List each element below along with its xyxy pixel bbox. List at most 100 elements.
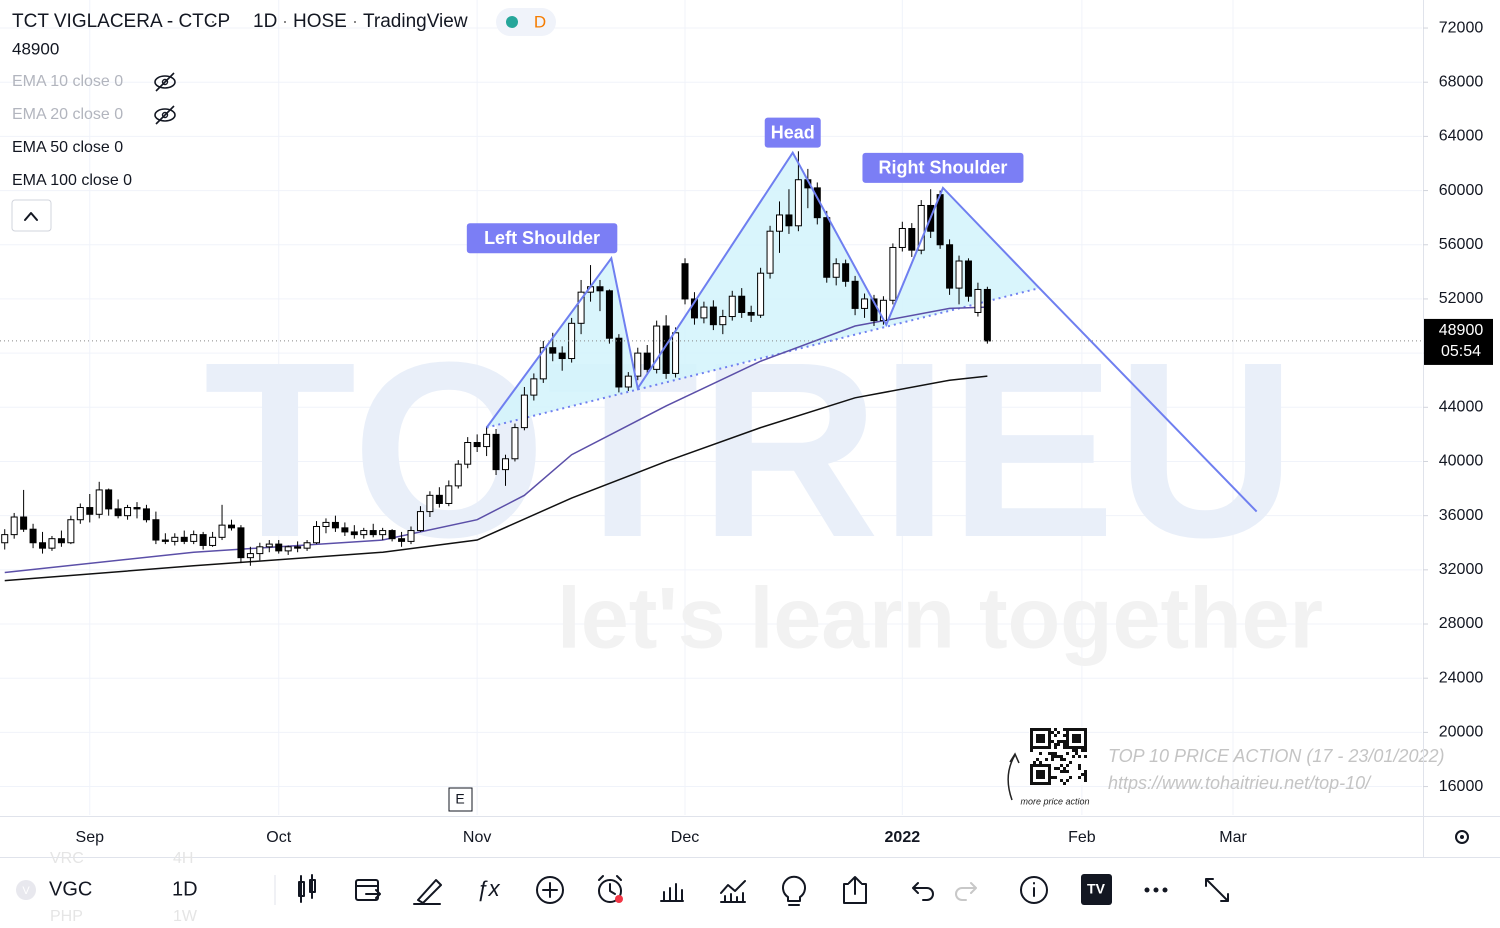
qr-cell bbox=[1066, 740, 1069, 743]
candle-body bbox=[577, 291, 585, 324]
candle-body bbox=[407, 530, 415, 542]
qr-cell bbox=[1078, 764, 1081, 767]
tv-logo-mark: TV bbox=[1087, 881, 1106, 897]
candle-body bbox=[653, 325, 661, 370]
candle-body bbox=[294, 546, 302, 549]
y-tick-label: 44000 bbox=[1439, 399, 1484, 416]
chart-icon[interactable] bbox=[720, 880, 746, 903]
sep-dot: · bbox=[210, 11, 216, 31]
candle-body bbox=[142, 508, 150, 521]
settings[interactable] bbox=[1455, 830, 1469, 844]
candle-body bbox=[218, 524, 226, 538]
y-tick-label: 20000 bbox=[1439, 724, 1484, 741]
qr-cell bbox=[1039, 728, 1042, 731]
qr-cell bbox=[1030, 746, 1033, 749]
next-interval: 1W bbox=[173, 908, 198, 923]
sep-dot: · bbox=[352, 11, 358, 31]
candle-body bbox=[889, 246, 897, 301]
qr-cell bbox=[1066, 743, 1069, 746]
settings-icon[interactable] bbox=[1455, 830, 1469, 844]
candle-body bbox=[454, 463, 462, 487]
indicator-name: EMA 20 close 0 bbox=[12, 106, 123, 123]
qr-cell bbox=[1051, 776, 1054, 779]
candle-body bbox=[832, 263, 840, 278]
more-icon[interactable] bbox=[1144, 887, 1168, 893]
indicators-icon[interactable]: ƒx bbox=[476, 876, 500, 901]
promo-title: TOP 10 PRICE ACTION (17 - 23/01/2022) bbox=[1108, 746, 1444, 766]
candle-body bbox=[558, 352, 566, 360]
candle-body bbox=[728, 295, 736, 318]
candle-body bbox=[67, 519, 75, 544]
candle-body bbox=[700, 306, 708, 319]
tv-logo[interactable] bbox=[1081, 874, 1112, 905]
pattern-label: Left Shoulder bbox=[484, 228, 600, 248]
candle-body bbox=[719, 316, 727, 326]
qr-cell bbox=[1039, 782, 1042, 785]
share-icon[interactable] bbox=[843, 876, 867, 904]
compare-icon[interactable] bbox=[355, 879, 381, 901]
candle-body bbox=[851, 280, 859, 309]
price-tag-value: 48900 bbox=[1439, 322, 1484, 339]
info-icon[interactable] bbox=[1020, 876, 1048, 904]
qr-cell bbox=[1078, 755, 1081, 758]
qr-cell bbox=[1063, 770, 1066, 773]
candle-body bbox=[76, 507, 84, 521]
draw-icon[interactable] bbox=[413, 879, 442, 905]
candle-body bbox=[426, 494, 434, 513]
earnings-box[interactable] bbox=[448, 787, 473, 812]
qr-cell bbox=[1039, 746, 1042, 749]
candle-body bbox=[171, 536, 179, 542]
alert-icon[interactable] bbox=[598, 875, 622, 903]
qr-cell bbox=[1060, 740, 1063, 743]
status-pill[interactable] bbox=[496, 8, 556, 36]
qr-cell bbox=[1030, 767, 1033, 770]
x-tick-label: Oct bbox=[266, 829, 291, 846]
qr-cell bbox=[1051, 755, 1054, 758]
candles-icon[interactable] bbox=[298, 874, 316, 903]
hidden-eye[interactable] bbox=[154, 75, 176, 89]
redo-icon[interactable] bbox=[955, 882, 977, 901]
qr-cell bbox=[1084, 731, 1087, 734]
candle-body bbox=[227, 524, 235, 529]
qr-cell bbox=[1060, 764, 1063, 767]
undo-icon[interactable] bbox=[912, 882, 934, 901]
qr-cell bbox=[1063, 728, 1066, 731]
y-tick-label: 40000 bbox=[1439, 453, 1484, 470]
bottom-toolbar: VRC 4H PHP 1W V VGC 1D ƒx TV bbox=[16, 850, 1229, 925]
qr-cell bbox=[1060, 779, 1063, 782]
qr-cell bbox=[1084, 734, 1087, 737]
candle-body bbox=[766, 230, 774, 274]
hidden-eye[interactable] bbox=[154, 108, 176, 122]
ideas-icon[interactable] bbox=[782, 875, 806, 906]
qr-cell bbox=[1084, 746, 1087, 749]
candle-body bbox=[511, 427, 519, 460]
qr-cell bbox=[1066, 731, 1069, 734]
collapse-button[interactable] bbox=[11, 199, 52, 232]
qr-cell bbox=[1066, 734, 1069, 737]
candle-body bbox=[898, 228, 906, 248]
earnings-marker[interactable]: E bbox=[455, 791, 464, 807]
qr-cell bbox=[1054, 752, 1057, 755]
fullscreen-icon[interactable] bbox=[1205, 878, 1229, 902]
qr-cell bbox=[1054, 767, 1057, 770]
qr-cell bbox=[1057, 755, 1060, 758]
add-icon[interactable] bbox=[536, 876, 564, 904]
x-tick-label: 2022 bbox=[885, 829, 921, 846]
bars-icon[interactable] bbox=[660, 883, 684, 902]
candle-body bbox=[1, 534, 9, 544]
qr-cell bbox=[1042, 734, 1045, 737]
toolbar-interval[interactable]: 1D bbox=[172, 878, 198, 900]
candle-body bbox=[643, 352, 651, 370]
qr-cell bbox=[1036, 776, 1039, 779]
qr-cell bbox=[1036, 734, 1039, 737]
candle-body bbox=[549, 347, 557, 354]
qr-cell bbox=[1081, 749, 1084, 752]
qr-cell bbox=[1045, 782, 1048, 785]
hidden-eye-pupil bbox=[161, 78, 169, 86]
qr-cell bbox=[1036, 758, 1039, 761]
y-tick-label: 68000 bbox=[1439, 73, 1484, 90]
candle-body bbox=[284, 546, 292, 552]
toolbar-symbol[interactable]: VGC bbox=[49, 878, 92, 900]
qr-cell bbox=[1066, 752, 1069, 755]
qr-cell bbox=[1036, 740, 1039, 743]
